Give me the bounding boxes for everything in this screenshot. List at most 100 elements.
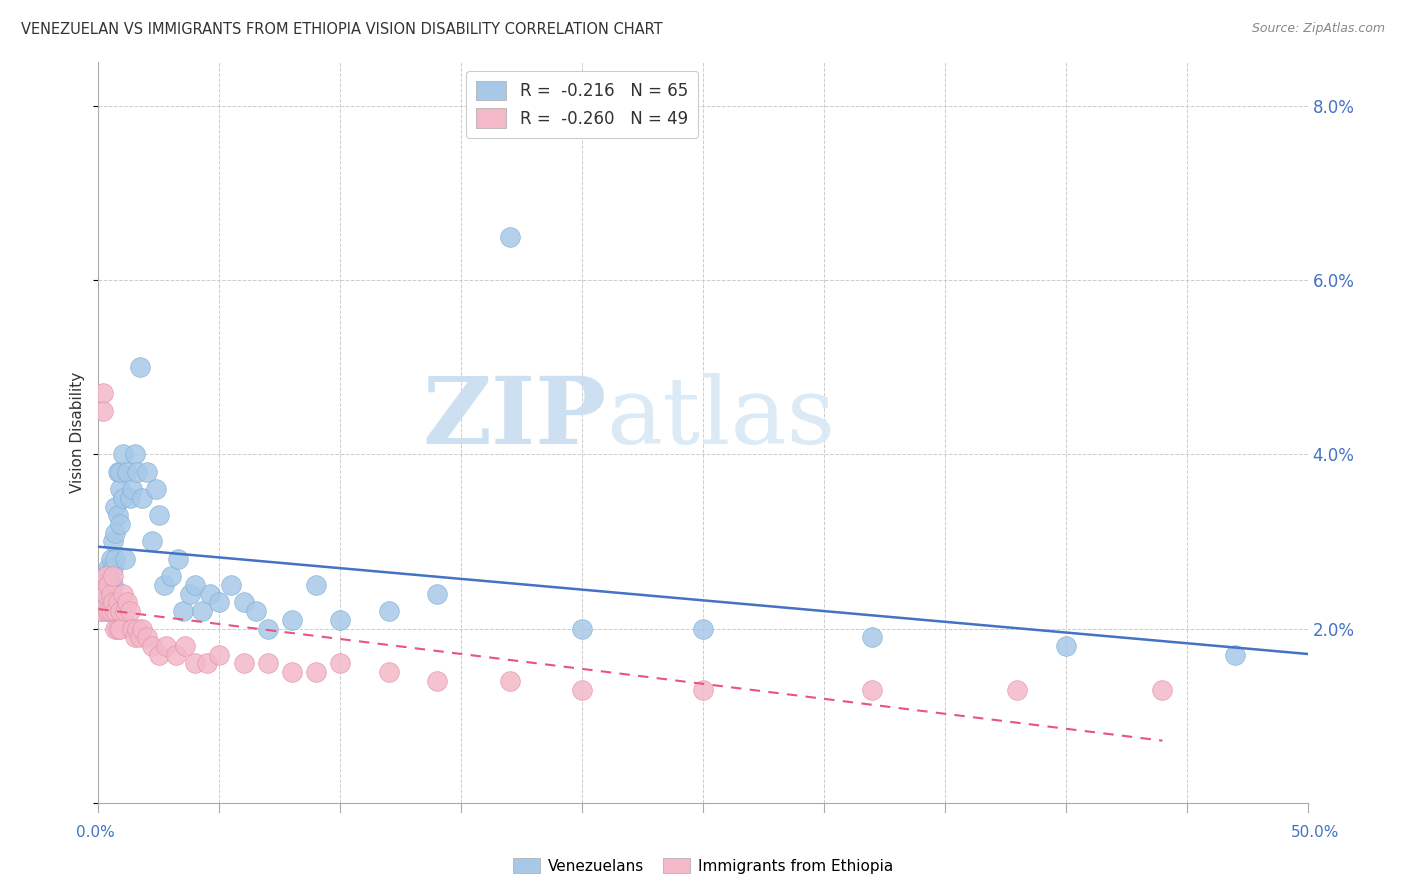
Point (118, 604, 141, 618)
Point (100, 595, 122, 609)
Point (114, 604, 136, 618)
Point (111, 491, 134, 505)
Point (118, 491, 141, 505)
Point (107, 465, 129, 479)
Point (90, 604, 112, 618)
Point (128, 630, 150, 644)
Point (174, 639, 197, 653)
Point (305, 665, 328, 680)
Point (167, 552, 190, 566)
Point (498, 673, 520, 688)
Point (127, 465, 149, 479)
Point (91, 404, 114, 418)
Point (91, 569, 114, 583)
Point (107, 508, 129, 523)
Point (97, 560, 120, 574)
Point (121, 482, 143, 496)
Point (91, 386, 114, 401)
Point (426, 673, 449, 688)
Point (329, 657, 352, 671)
Point (198, 587, 221, 601)
Point (1007, 682, 1029, 697)
Point (148, 648, 170, 662)
Text: ZIP: ZIP (422, 373, 606, 463)
Point (101, 595, 124, 609)
Point (117, 465, 139, 479)
Point (111, 447, 134, 461)
Point (232, 595, 254, 609)
Point (692, 682, 714, 697)
Point (100, 578, 122, 592)
Point (135, 630, 157, 644)
Point (104, 622, 127, 636)
Point (141, 534, 163, 549)
Point (184, 657, 207, 671)
Point (94, 587, 117, 601)
Point (111, 587, 134, 601)
Point (91, 595, 114, 609)
Point (148, 508, 170, 523)
Point (172, 604, 194, 618)
Point (90, 595, 112, 609)
Point (91, 587, 114, 601)
Point (232, 657, 254, 671)
Point (107, 622, 129, 636)
Point (97, 587, 120, 601)
Point (101, 578, 124, 592)
Point (90, 578, 112, 592)
Point (131, 491, 153, 505)
Point (1152, 682, 1174, 697)
Point (281, 665, 304, 680)
Y-axis label: Vision Disability: Vision Disability (70, 372, 86, 493)
Point (104, 500, 127, 514)
Point (97, 604, 120, 618)
Point (165, 648, 187, 662)
Point (131, 622, 153, 636)
Point (208, 648, 231, 662)
Point (108, 517, 131, 532)
Point (124, 630, 146, 644)
Point (101, 569, 124, 583)
Point (160, 569, 183, 583)
Point (104, 604, 127, 618)
Point (108, 604, 131, 618)
Point (94, 604, 117, 618)
Point (184, 578, 207, 592)
Point (94, 569, 117, 583)
Point (1054, 639, 1077, 653)
Point (127, 622, 149, 636)
Point (571, 622, 593, 636)
Point (221, 578, 243, 592)
Point (135, 465, 157, 479)
Point (426, 587, 449, 601)
Point (97, 578, 120, 592)
Point (152, 578, 174, 592)
Point (329, 613, 352, 627)
Point (141, 639, 163, 653)
Point (155, 639, 177, 653)
Point (108, 482, 131, 496)
Point (195, 657, 218, 671)
Point (101, 534, 124, 549)
Legend: R =  -0.216   N = 65, R =  -0.260   N = 49: R = -0.216 N = 65, R = -0.260 N = 49 (467, 70, 697, 137)
Point (94, 578, 117, 592)
Point (1223, 648, 1246, 662)
Point (100, 604, 122, 618)
Point (191, 604, 214, 618)
Legend: Venezuelans, Immigrants from Ethiopia: Venezuelans, Immigrants from Ethiopia (506, 852, 900, 880)
Text: atlas: atlas (606, 373, 835, 463)
Point (100, 587, 122, 601)
Point (860, 630, 883, 644)
Point (208, 595, 231, 609)
Point (860, 682, 883, 697)
Point (571, 682, 593, 697)
Point (97, 604, 120, 618)
Point (114, 552, 136, 566)
Text: Source: ZipAtlas.com: Source: ZipAtlas.com (1251, 22, 1385, 36)
Text: 0.0%: 0.0% (76, 825, 115, 840)
Point (108, 622, 131, 636)
Point (104, 525, 127, 540)
Point (179, 587, 201, 601)
Point (101, 560, 124, 574)
Point (104, 552, 127, 566)
